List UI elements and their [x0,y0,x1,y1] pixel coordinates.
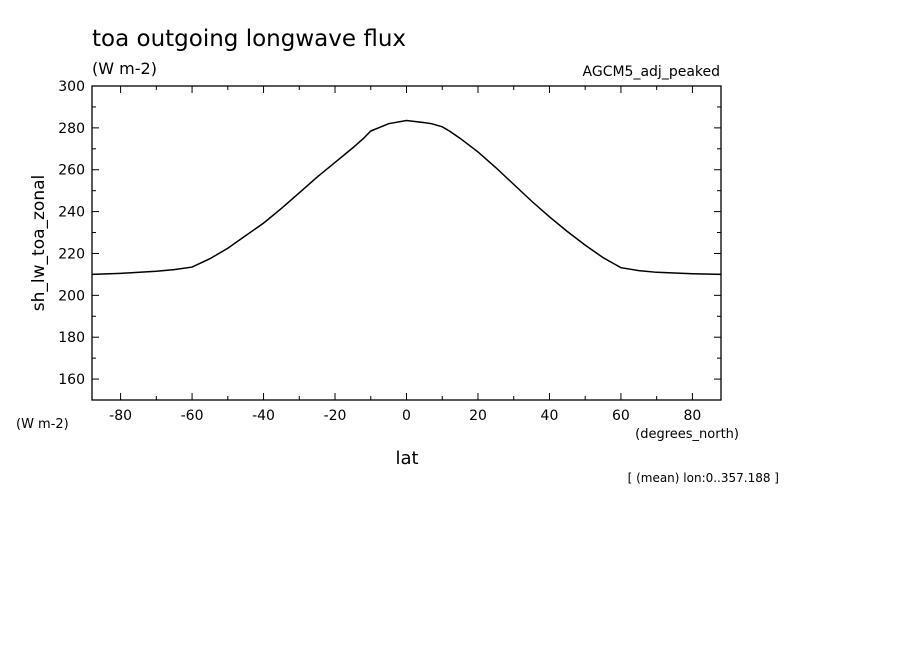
x-axis-label: lat [395,448,418,469]
x-tick-label: 60 [612,408,630,424]
plot-frame [91,85,722,401]
x-tick-label: -80 [109,408,132,424]
y-axis-label: sh_lw_toa_zonal [29,175,49,311]
x-tick-label: -20 [324,408,347,424]
x-axis-units: (degrees_north) [635,427,739,442]
y-tick-label: 260 [58,163,85,179]
y-tick-label: 300 [58,79,85,95]
x-tick-label: 80 [683,408,701,424]
mean-footnote: [ (mean) lon:0..357.188 ] [628,471,779,485]
y-tick-label: 180 [58,330,85,346]
y-tick-label: 240 [58,205,85,221]
x-axis: -80 -60 -40 -20 0 20 40 60 80 [109,86,701,424]
chart-title: toa outgoing longwave flux [92,26,406,52]
series-line [91,119,722,276]
chart-dataset-label: AGCM5_adj_peaked [583,64,720,80]
y-tick-label: 280 [58,121,85,137]
x-tick-label: 20 [469,408,487,424]
x-tick-label: -40 [252,408,275,424]
y-tick-label: 220 [58,246,85,262]
x-tick-label: -60 [181,408,204,424]
x-tick-label: 40 [541,408,559,424]
x-tick-label: 0 [402,408,411,424]
chart-units: (W m-2) [92,59,157,78]
y-tick-label: 200 [58,288,85,304]
y-axis-units: (W m-2) [16,417,69,432]
y-axis: 160 180 200 220 240 260 280 300 [58,79,721,401]
y-tick-label: 160 [58,372,85,388]
